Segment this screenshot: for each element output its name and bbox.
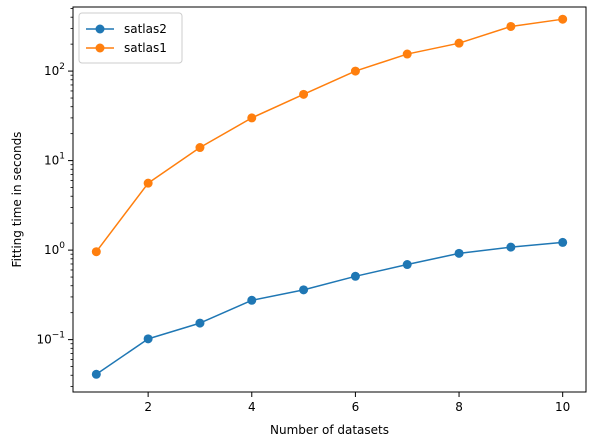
ticks: 2 4 6 8 10 10−1 100 101 102	[36, 8, 570, 414]
x-tick-label: 2	[144, 400, 152, 414]
y-axis-label: Fitting time in seconds	[10, 132, 24, 268]
data-point-satlas2	[91, 369, 101, 379]
y-tick-label: 101	[44, 152, 65, 168]
legend: satlas2 satlas1	[78, 12, 183, 64]
x-axis-label: Number of datasets	[270, 423, 389, 437]
data-point-satlas1	[506, 21, 516, 31]
x-tick-label: 6	[352, 400, 360, 414]
y-tick-label: 100	[44, 241, 65, 257]
data-point-satlas2	[558, 237, 568, 247]
data-point-satlas1	[402, 49, 412, 59]
x-tick-label: 4	[248, 400, 256, 414]
legend-label-satlas1: satlas1	[124, 41, 167, 55]
legend-marker-satlas2	[95, 24, 105, 34]
data-point-satlas2	[247, 295, 257, 305]
data-point-satlas2	[143, 334, 153, 344]
y-tick-label: 10−1	[36, 331, 65, 347]
legend-box	[78, 12, 183, 64]
data-point-satlas1	[454, 38, 464, 48]
data-point-satlas2	[506, 242, 516, 252]
plot-area	[72, 6, 587, 393]
x-tick-label: 8	[455, 400, 463, 414]
axes-frame	[72, 6, 587, 393]
data-point-satlas2	[454, 248, 464, 258]
data-point-satlas2	[195, 318, 205, 328]
data-point-satlas1	[247, 113, 257, 123]
legend-marker-satlas1	[95, 43, 105, 53]
series-line-satlas1	[95, 18, 563, 253]
x-tick-label: 10	[555, 400, 570, 414]
data-point-satlas2	[350, 271, 360, 281]
series-satlas1	[91, 14, 568, 257]
data-point-satlas1	[350, 66, 360, 76]
data-point-satlas1	[299, 89, 309, 99]
data-point-satlas2	[299, 285, 309, 295]
legend-label-satlas2: satlas2	[124, 22, 167, 36]
data-point-satlas2	[402, 260, 412, 270]
data-point-satlas1	[143, 178, 153, 188]
data-point-satlas1	[195, 143, 205, 153]
series-line-satlas2	[95, 241, 563, 375]
series-satlas2	[91, 237, 568, 379]
y-tick-label: 102	[44, 62, 65, 78]
data-point-satlas1	[91, 247, 101, 257]
series-layer	[91, 14, 568, 379]
data-point-satlas1	[558, 14, 568, 24]
